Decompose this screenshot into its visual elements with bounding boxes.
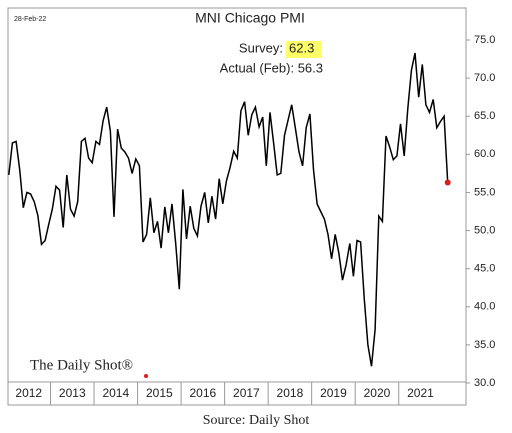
plot-frame [7,7,467,406]
x-tick-label: 2017 [233,386,260,400]
watermark: The Daily Shot® [30,357,133,373]
actual-label: Actual (Feb): 56.3 [220,60,323,75]
date-label: 28-Feb-22 [14,16,46,23]
survey-label: Survey: [239,40,283,55]
last-point [444,179,451,186]
watermark-dot [144,374,148,378]
x-tick-label: 2020 [364,386,391,400]
y-tick-label: 50.0 [474,224,495,236]
y-tick-label: 55.0 [474,186,495,198]
y-tick-label: 60.0 [474,148,495,160]
y-tick-label: 65.0 [474,110,495,122]
survey-highlight [286,41,322,58]
y-tick-label: 30.0 [474,377,495,389]
x-tick-label: 2019 [320,386,347,400]
y-tick-label: 75.0 [474,34,495,46]
survey-value: 62.3 [289,40,314,55]
x-tick-label: 2016 [190,386,217,400]
x-tick-label: 2014 [102,386,129,400]
y-tick-label: 70.0 [474,72,495,84]
x-tick-label: 2021 [407,386,434,400]
x-tick-label: 2012 [15,386,42,400]
x-tick-label: 2013 [59,386,86,400]
x-tick-label: 2018 [277,386,304,400]
y-tick-label: 45.0 [474,263,495,275]
source: Source: Daily Shot [203,413,310,428]
pmi-line [8,52,449,367]
y-tick-label: 35.0 [474,339,495,351]
x-tick-label: 2015 [146,386,173,400]
y-tick-label: 40.0 [474,301,495,313]
chart-title: MNI Chicago PMI [195,10,305,26]
